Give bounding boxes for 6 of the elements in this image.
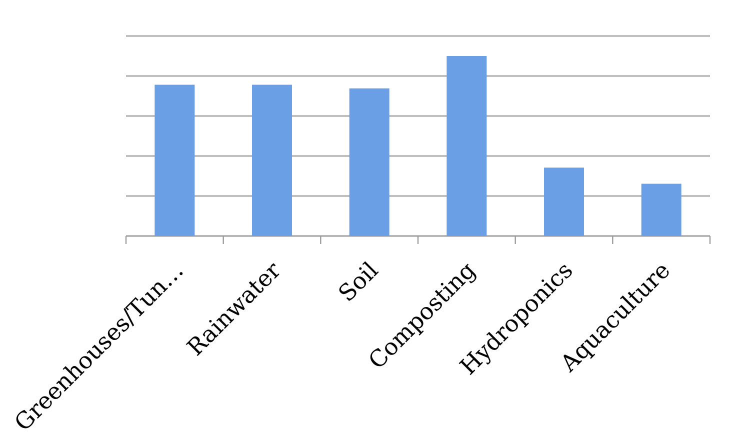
- bar: [641, 184, 682, 236]
- bar: [544, 168, 584, 236]
- bar: [252, 84, 292, 236]
- bar: [446, 56, 487, 236]
- bar: [349, 88, 390, 236]
- bar: [154, 84, 195, 236]
